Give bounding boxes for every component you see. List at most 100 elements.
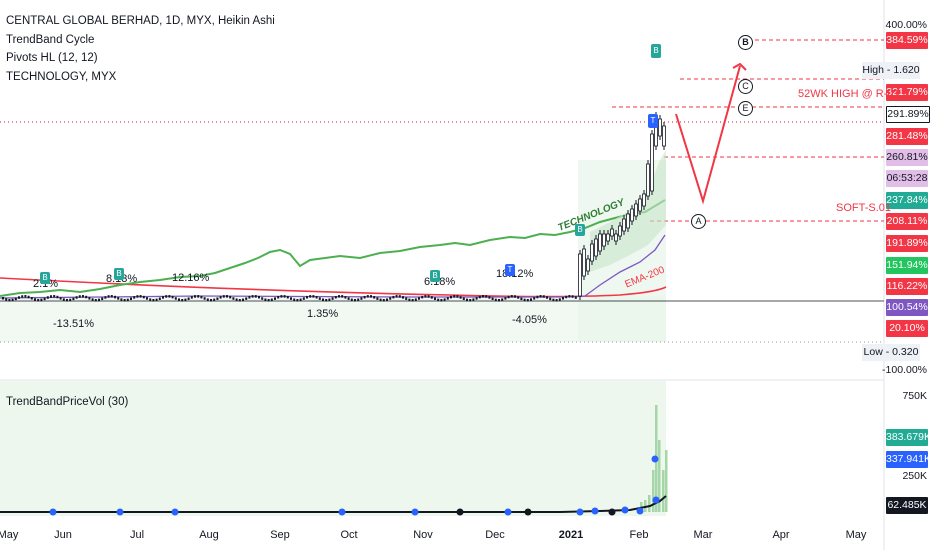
candle [510, 295, 513, 298]
candle [430, 296, 433, 299]
candle [530, 298, 532, 301]
candle [414, 298, 417, 301]
candle [24, 295, 27, 298]
wave-point-e[interactable]: E [738, 101, 753, 116]
candle [91, 298, 94, 301]
candle [360, 297, 363, 300]
candle [466, 298, 468, 302]
candle [290, 297, 292, 300]
candle [286, 295, 289, 299]
candle-body [662, 125, 666, 147]
candle [552, 298, 555, 302]
volume-signal-dot [576, 508, 584, 516]
wave-point-a[interactable]: A [691, 214, 706, 229]
candle [302, 297, 305, 300]
candle [110, 295, 113, 298]
candle [568, 295, 571, 298]
price-tag-11: 20.10% [886, 320, 928, 337]
candle [37, 298, 40, 302]
candle [376, 297, 379, 300]
candle [437, 298, 440, 302]
candle [107, 295, 110, 298]
candle [242, 298, 244, 302]
candle [555, 298, 558, 302]
wave-point-c[interactable]: C [738, 79, 753, 94]
candle [549, 297, 552, 301]
resistance-label[interactable]: 52WK HIGH @ R-01 [798, 88, 900, 100]
candle [504, 297, 507, 300]
axis-bottom: -100.00% [882, 364, 927, 376]
candle [344, 296, 347, 299]
candle [254, 295, 257, 298]
candle [126, 298, 129, 302]
projection-path [675, 65, 741, 205]
candle [373, 296, 376, 299]
candle-body [638, 198, 642, 212]
candle [27, 295, 30, 299]
candle [82, 295, 84, 298]
wave-point-b[interactable]: B [738, 35, 753, 50]
candle [56, 295, 59, 299]
candle [405, 297, 408, 300]
candle [280, 295, 283, 298]
axis-low-label: Low [863, 346, 883, 358]
volume-pane-background [0, 381, 666, 516]
candle [168, 295, 171, 298]
support-label[interactable]: SOFT-S.01 [836, 202, 892, 214]
candle [293, 298, 296, 302]
candle [485, 295, 488, 298]
candle [245, 297, 248, 300]
candle [72, 297, 75, 301]
candle [299, 298, 302, 302]
candle [114, 295, 116, 299]
volume-tag-1: 337.941K [886, 451, 931, 468]
candle [386, 298, 388, 301]
candle [94, 298, 97, 302]
candle [456, 295, 459, 298]
time-label-may: May [0, 529, 19, 541]
candle [562, 297, 564, 300]
candle [491, 297, 494, 301]
candle [2, 297, 4, 300]
candle [117, 297, 120, 300]
candle [133, 296, 136, 299]
candle [206, 298, 209, 301]
axis-low-box: Low - 0.320 [862, 344, 920, 361]
candle [338, 295, 340, 298]
pivot-label-7: 1.35% [307, 308, 339, 320]
candle [171, 295, 174, 299]
volume-signal-dot [524, 508, 532, 516]
candle [30, 297, 33, 300]
candle-body [634, 203, 638, 217]
axis-high-value: 1.620 [893, 64, 920, 76]
candle [149, 298, 152, 301]
candle [501, 298, 504, 301]
candle [296, 299, 299, 302]
candle [21, 295, 24, 298]
candle [130, 297, 132, 301]
trend-band-fill [590, 150, 666, 272]
candle-body [598, 233, 602, 252]
indicator-trendband-cycle[interactable]: TrendBand Cycle [6, 33, 95, 46]
candle [533, 297, 536, 300]
candle [434, 297, 436, 300]
price-tag-6: 208.11% [886, 213, 928, 230]
candle [571, 295, 574, 298]
candle-body [642, 193, 646, 207]
time-label-dec: Dec [485, 529, 505, 541]
volume-indicator-legend[interactable]: TrendBandPriceVol (30) [6, 396, 129, 408]
candle [469, 298, 472, 302]
candle [424, 295, 427, 298]
candle [5, 298, 8, 301]
pivot-label-3: 12.16% [172, 272, 210, 284]
volume-signal-dot [591, 507, 599, 515]
indicator-pivots-hl[interactable]: Pivots HL (12, 12) [6, 52, 98, 64]
symbol-title[interactable]: CENTRAL GLOBAL BERHAD, 1D, MYX, Heikin A… [6, 15, 275, 27]
candle [574, 296, 577, 299]
candle [363, 295, 366, 299]
candle [181, 298, 184, 302]
candle-body [650, 133, 654, 192]
ema-200-line [0, 277, 667, 298]
indicator-technology-compare[interactable]: TECHNOLOGY, MYX [6, 70, 117, 83]
